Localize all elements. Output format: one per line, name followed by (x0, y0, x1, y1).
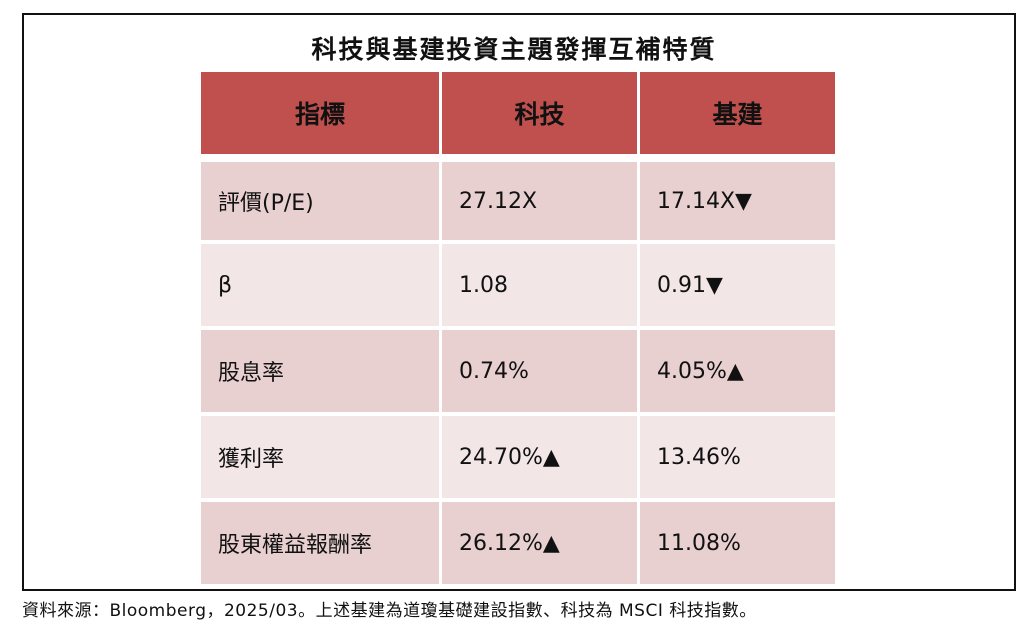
cell-tech: 27.12X (442, 158, 637, 240)
comparison-table: 指標 科技 基建 評價(P/E) 27.12X 17.14X▼ β 1.08 0.91▼ 股… (198, 68, 838, 588)
cell-infra: 0.91▼ (640, 244, 835, 326)
cell-tech: 1.08 (442, 244, 637, 326)
cell-infra: 4.05%▲ (640, 330, 835, 412)
cell-indicator: β (201, 244, 439, 326)
cell-infra: 11.08% (640, 502, 835, 584)
table-row: 評價(P/E) 27.12X 17.14X▼ (201, 158, 835, 240)
cell-indicator: 股東權益報酬率 (201, 502, 439, 584)
header-tech: 科技 (442, 72, 637, 154)
table-frame (22, 13, 1016, 591)
cell-infra: 13.46% (640, 416, 835, 498)
cell-tech: 26.12%▲ (442, 502, 637, 584)
cell-indicator: 股息率 (201, 330, 439, 412)
table-row: 獲利率 24.70%▲ 13.46% (201, 416, 835, 498)
cell-tech: 0.74% (442, 330, 637, 412)
cell-indicator: 評價(P/E) (201, 158, 439, 240)
page-title: 科技與基建投資主題發揮互補特質 (311, 35, 717, 64)
table-row: 股息率 0.74% 4.05%▲ (201, 330, 835, 412)
header-infra: 基建 (640, 72, 835, 154)
table-row: 股東權益報酬率 26.12%▲ 11.08% (201, 502, 835, 584)
table-header-row: 指標 科技 基建 (201, 72, 835, 154)
table-row: β 1.08 0.91▼ (201, 244, 835, 326)
cell-indicator: 獲利率 (201, 416, 439, 498)
header-indicator: 指標 (201, 72, 439, 154)
cell-tech: 24.70%▲ (442, 416, 637, 498)
footnote: 資料來源：Bloomberg，2025/03。上述基建為道瓊基礎建設指數、科技為… (22, 601, 757, 621)
cell-infra: 17.14X▼ (640, 158, 835, 240)
